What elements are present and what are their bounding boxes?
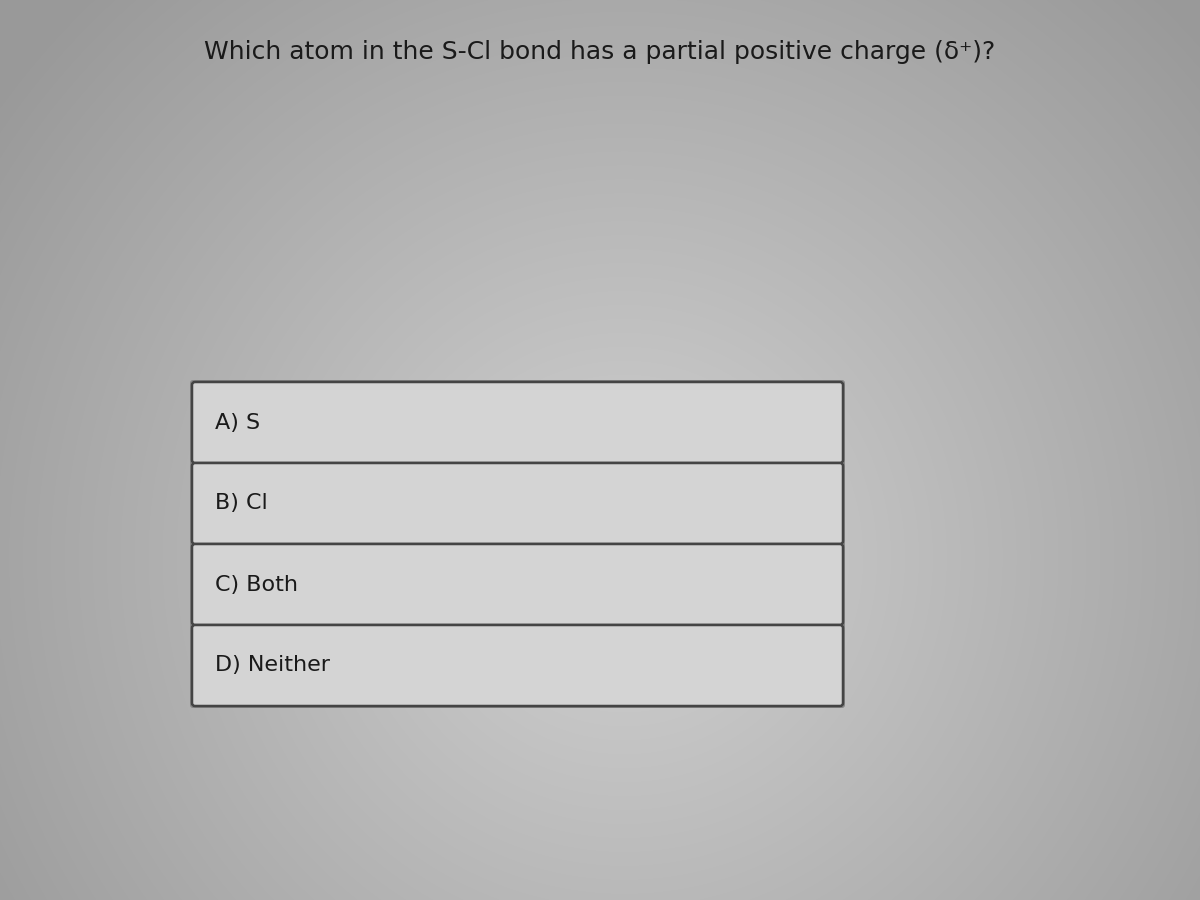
Text: B) Cl: B) Cl [215,493,268,514]
Text: D) Neither: D) Neither [215,655,330,676]
FancyBboxPatch shape [192,463,842,544]
FancyBboxPatch shape [192,382,842,463]
FancyBboxPatch shape [192,625,842,706]
FancyBboxPatch shape [192,544,842,625]
Text: Which atom in the S-Cl bond has a partial positive charge (δ⁺)?: Which atom in the S-Cl bond has a partia… [204,40,996,65]
FancyBboxPatch shape [190,623,845,708]
FancyBboxPatch shape [190,380,845,465]
Text: C) Both: C) Both [215,574,298,595]
Text: A) S: A) S [215,412,260,433]
FancyBboxPatch shape [190,461,845,546]
FancyBboxPatch shape [190,542,845,627]
